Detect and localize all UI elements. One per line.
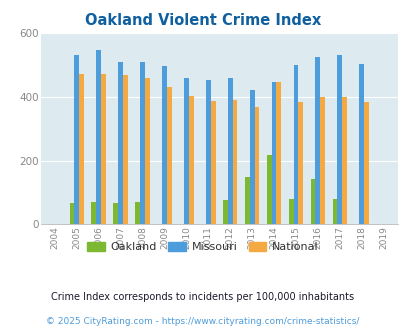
Bar <box>96 50 101 224</box>
Legend: Oakland, Missouri, National: Oakland, Missouri, National <box>83 238 322 257</box>
Bar <box>320 97 324 224</box>
Bar <box>337 55 341 224</box>
Bar <box>222 200 227 224</box>
Bar <box>315 57 320 224</box>
Bar <box>232 100 237 224</box>
Bar <box>135 202 140 224</box>
Text: Oakland Violent Crime Index: Oakland Violent Crime Index <box>85 13 320 28</box>
Bar <box>298 102 303 224</box>
Bar <box>140 62 145 224</box>
Bar <box>79 75 84 224</box>
Bar <box>69 203 74 224</box>
Bar <box>91 202 96 224</box>
Bar <box>310 179 315 224</box>
Bar <box>266 155 271 224</box>
Bar <box>293 65 298 224</box>
Bar <box>183 78 188 224</box>
Bar <box>332 199 337 224</box>
Bar <box>249 90 254 224</box>
Bar <box>288 199 293 224</box>
Text: Crime Index corresponds to incidents per 100,000 inhabitants: Crime Index corresponds to incidents per… <box>51 292 354 302</box>
Bar <box>276 82 281 224</box>
Bar <box>118 62 123 224</box>
Bar <box>74 55 79 224</box>
Bar <box>227 78 232 224</box>
Bar <box>101 74 106 224</box>
Bar <box>358 64 363 224</box>
Bar <box>123 76 128 224</box>
Bar <box>205 80 210 224</box>
Bar <box>363 102 368 224</box>
Bar <box>113 203 118 224</box>
Bar <box>254 107 259 224</box>
Text: © 2025 CityRating.com - https://www.cityrating.com/crime-statistics/: © 2025 CityRating.com - https://www.city… <box>46 317 359 326</box>
Bar <box>166 87 171 224</box>
Bar <box>162 67 166 224</box>
Bar <box>244 177 249 224</box>
Bar <box>188 95 193 224</box>
Bar <box>145 78 149 224</box>
Bar <box>210 101 215 224</box>
Bar <box>341 97 346 224</box>
Bar <box>271 82 276 224</box>
